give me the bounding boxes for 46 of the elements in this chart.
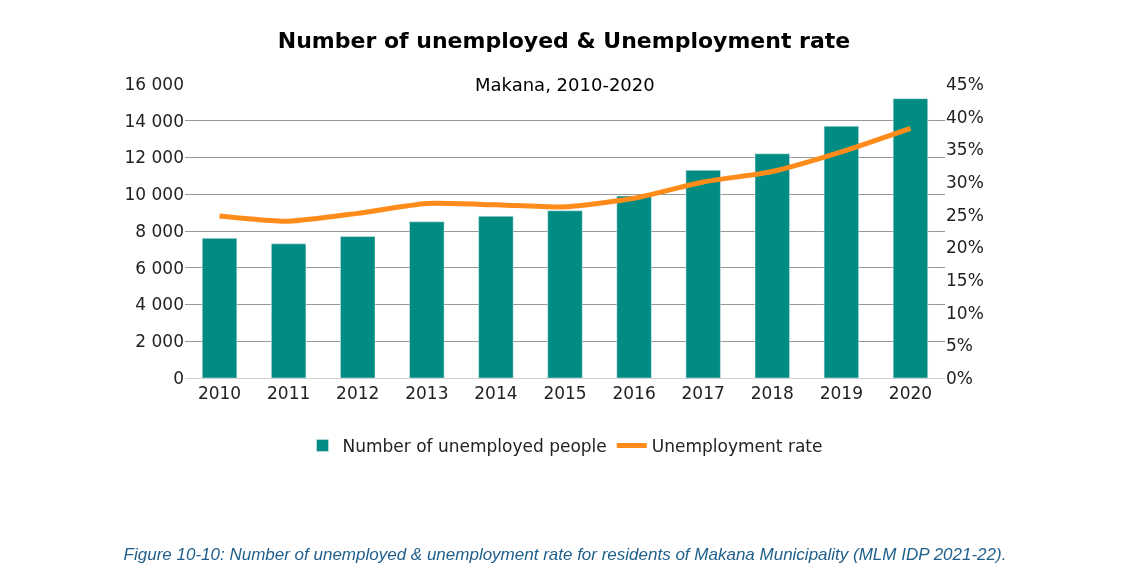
x-tick-label: 2017 <box>681 383 725 404</box>
bar <box>409 221 445 378</box>
y-tick-label: 4 000 <box>135 294 184 315</box>
x-tick-label: 2014 <box>474 383 518 404</box>
x-tick-label: 2013 <box>405 383 449 404</box>
bar <box>271 243 307 378</box>
y2-tick-label: 40% <box>946 106 984 127</box>
y2-tick-label: 45% <box>946 73 984 94</box>
y2-tick-label: 25% <box>946 204 984 225</box>
x-tick-label: 2018 <box>750 383 794 404</box>
legend-label: Number of unemployed people <box>342 436 607 457</box>
y-tick-label: 10 000 <box>124 184 184 205</box>
caption: Figure 10-10: Number of unemployed & unemployment rate for residents of Makana Municipality (MLM IDP 2021-22). <box>123 545 1007 564</box>
y-tick-label: 0 <box>173 367 184 388</box>
y2-tick-label: 0% <box>946 367 973 388</box>
y2-tick-label: 5% <box>946 335 973 356</box>
y2-tick-label: 20% <box>946 237 984 258</box>
x-tick-label: 2011 <box>267 383 311 404</box>
chart-subtitle: Makana, 2010-2020 <box>475 74 655 95</box>
legend-label: Unemployment rate <box>651 436 823 457</box>
bar <box>892 98 928 378</box>
x-tick-label: 2016 <box>612 383 656 404</box>
bar <box>340 236 376 378</box>
bar <box>685 170 721 378</box>
y-tick-label: 2 000 <box>135 331 184 352</box>
x-tick-label: 2012 <box>336 383 380 404</box>
bar <box>616 195 652 378</box>
x-tick-label: 2015 <box>543 383 587 404</box>
y-tick-label: 12 000 <box>124 147 184 168</box>
y-tick-label: 6 000 <box>135 257 184 278</box>
y-tick-label: 8 000 <box>135 220 184 241</box>
y-tick-label: 16 000 <box>124 73 184 94</box>
chart-title: Number of unemployed & Unemployment rate <box>277 27 851 53</box>
y2-tick-label: 35% <box>946 139 984 160</box>
y2-tick-label: 30% <box>946 171 984 192</box>
bar <box>754 153 790 378</box>
x-tick-label: 2010 <box>197 383 242 404</box>
y2-tick-label: 10% <box>946 302 984 323</box>
bar <box>823 126 859 378</box>
x-tick-label: 2020 <box>888 383 933 404</box>
bar <box>547 210 583 378</box>
bar <box>478 216 514 378</box>
bar <box>202 238 238 378</box>
y2-tick-label: 15% <box>946 269 984 290</box>
x-tick-label: 2019 <box>819 383 863 404</box>
y-tick-label: 14 000 <box>124 110 184 131</box>
